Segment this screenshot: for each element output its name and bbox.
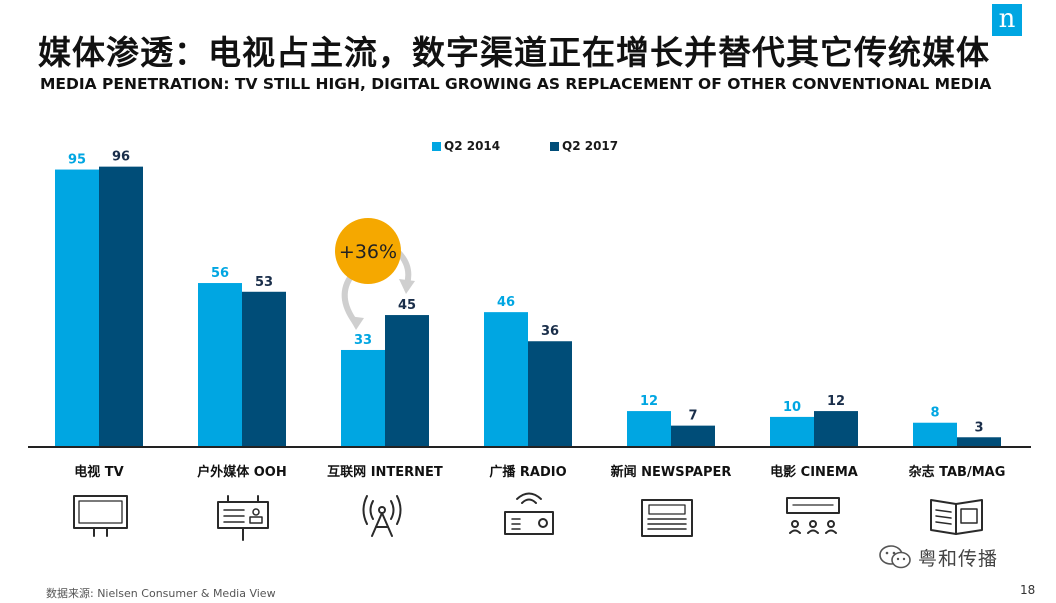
growth-badge bbox=[335, 218, 401, 284]
bar-internet-q2-2014 bbox=[341, 349, 385, 446]
legend-label-q2-2017: Q2 2017 bbox=[562, 139, 618, 153]
value-label-tab-mag-q2-2014: 8 bbox=[930, 406, 939, 421]
nielsen-logo: n bbox=[992, 4, 1022, 36]
arrowhead-left bbox=[348, 316, 364, 330]
value-label-cinema-q2-2017: 12 bbox=[827, 394, 845, 409]
antenna-tower-icon bbox=[362, 495, 402, 537]
legend-label-q2-2014: Q2 2014 bbox=[444, 139, 500, 153]
value-label-tv-q2-2017: 96 bbox=[112, 150, 130, 165]
bar-tv-q2-2014 bbox=[55, 169, 99, 447]
bar-cinema-q2-2017 bbox=[814, 411, 858, 446]
cinema-icon bbox=[786, 497, 840, 534]
magazine-icon bbox=[930, 499, 983, 535]
wechat-watermark: 粤和传播 bbox=[878, 542, 998, 572]
category-label-cinema: 电影 CINEMA bbox=[770, 464, 858, 480]
bar-tab-mag-q2-2014 bbox=[913, 422, 957, 446]
value-label-radio-q2-2017: 36 bbox=[541, 324, 559, 339]
bar-ooh-q2-2017 bbox=[242, 291, 286, 446]
bar-group bbox=[55, 166, 1001, 447]
legend-swatch-q2-2014 bbox=[432, 142, 441, 151]
value-label-tab-mag-q2-2017: 3 bbox=[974, 420, 983, 435]
category-label-radio: 广播 RADIO bbox=[489, 464, 566, 480]
chart-legend: Q2 2014 Q2 2017 bbox=[432, 139, 618, 153]
value-label-radio-q2-2014: 46 bbox=[497, 295, 515, 310]
watermark-text: 粤和传播 bbox=[918, 547, 999, 570]
slide-subtitle: MEDIA PENETRATION: TV STILL HIGH, DIGITA… bbox=[40, 75, 992, 93]
bar-radio-q2-2017 bbox=[528, 341, 572, 446]
bar-newspaper-q2-2017 bbox=[671, 425, 715, 446]
value-label-cinema-q2-2014: 10 bbox=[783, 400, 801, 415]
value-label-group: 95 96 56 53 33 45 46 36 12 7 10 12 8 3 bbox=[68, 150, 984, 436]
curved-arrow-left bbox=[341, 272, 358, 325]
bar-tab-mag-q2-2017 bbox=[957, 437, 1001, 446]
growth-callout: +36% bbox=[335, 218, 415, 330]
value-label-ooh-q2-2017: 53 bbox=[255, 275, 273, 290]
legend-swatch-q2-2017 bbox=[550, 142, 559, 151]
radio-icon bbox=[504, 492, 554, 535]
category-label-newspaper: 新闻 NEWSPAPER bbox=[611, 464, 732, 480]
bar-internet-q2-2017 bbox=[385, 315, 429, 446]
value-label-newspaper-q2-2014: 12 bbox=[640, 394, 658, 409]
slide-title: 媒体渗透：电视占主流，数字渠道正在增长并替代其它传统媒体 bbox=[38, 33, 990, 72]
newspaper-icon bbox=[641, 499, 693, 537]
billboard-icon bbox=[217, 495, 269, 541]
media-icon-group bbox=[73, 492, 983, 541]
category-label-tab-mag: 杂志 TAB/MAG bbox=[909, 464, 1006, 480]
data-source-note: 数据来源: Nielsen Consumer & Media View bbox=[46, 587, 276, 600]
arrowhead-right bbox=[399, 279, 415, 294]
value-label-internet-q2-2017: 45 bbox=[398, 298, 416, 313]
bar-radio-q2-2014 bbox=[484, 312, 528, 446]
category-label-tv: 电视 TV bbox=[74, 464, 123, 480]
value-label-internet-q2-2014: 33 bbox=[354, 333, 372, 348]
bar-newspaper-q2-2014 bbox=[627, 411, 671, 446]
tv-icon bbox=[73, 495, 128, 537]
bar-cinema-q2-2014 bbox=[770, 416, 814, 446]
category-label-ooh: 户外媒体 OOH bbox=[197, 464, 287, 480]
category-label-group: 电视 TV 户外媒体 OOH 互联网 INTERNET 广播 RADIO 新闻 NEWS… bbox=[74, 464, 1005, 480]
value-label-newspaper-q2-2017: 7 bbox=[688, 409, 697, 424]
bar-ooh-q2-2014 bbox=[198, 283, 242, 446]
category-label-internet: 互联网 INTERNET bbox=[327, 465, 443, 480]
page-number: 18 bbox=[1020, 583, 1036, 597]
wechat-icon bbox=[879, 545, 911, 569]
value-label-tv-q2-2014: 95 bbox=[68, 153, 86, 168]
growth-badge-text: +36% bbox=[339, 241, 397, 263]
bar-tv-q2-2017 bbox=[99, 166, 143, 446]
value-label-ooh-q2-2014: 56 bbox=[211, 266, 229, 281]
